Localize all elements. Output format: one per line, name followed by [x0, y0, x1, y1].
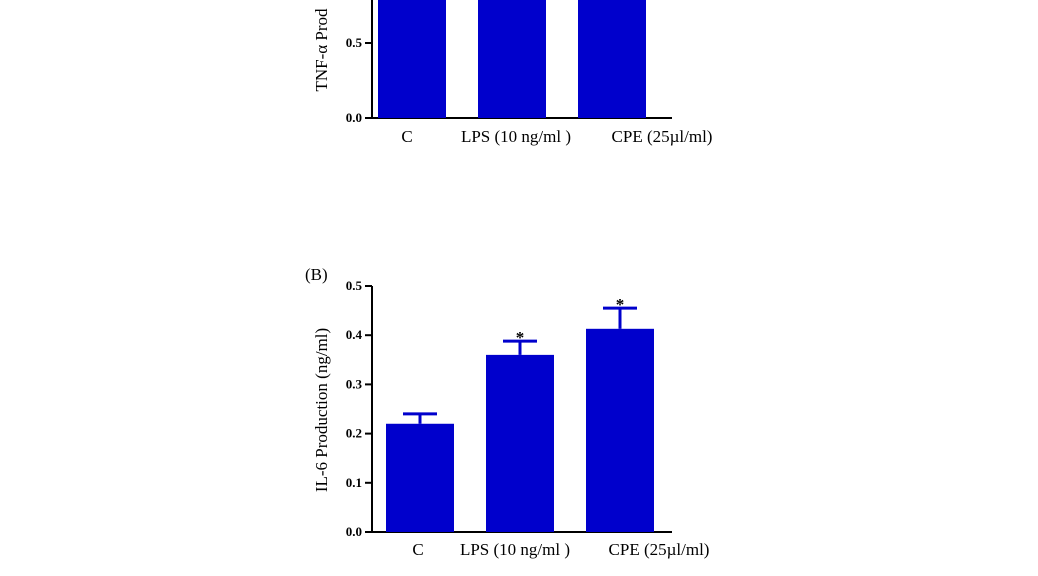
y-axis-label: TNF-α Prod [312, 8, 331, 92]
x-tick-label: CPE (25µl/ml) [609, 540, 710, 559]
bar [386, 423, 454, 532]
bar [586, 328, 654, 532]
bar [578, 0, 646, 118]
x-tick-label: C [401, 127, 412, 146]
y-axis-label: IL-6 Production (ng/ml) [312, 328, 331, 492]
significance-marker: * [516, 328, 525, 347]
y-tick-label: 0.0 [346, 110, 362, 125]
bars [378, 0, 646, 118]
tnf-alpha-chart: TNF-α Prod 0.0 0.5 C LPS (10 ng/ml ) CPE (2… [312, 0, 712, 146]
bar [486, 354, 554, 532]
x-tick-label: CPE (25µl/ml) [612, 127, 713, 146]
x-ticks: C LPS (10 ng/ml ) CPE (25µl/ml) [401, 127, 712, 146]
bars: ** [386, 295, 654, 532]
x-tick-label: LPS (10 ng/ml ) [460, 540, 570, 559]
bar [378, 0, 446, 118]
y-ticks: 0.0 0.5 [346, 35, 372, 125]
y-tick-label: 0.5 [346, 278, 363, 293]
y-tick-label: 0.0 [346, 524, 362, 539]
y-tick-label: 0.3 [346, 376, 363, 391]
y-tick-label: 0.1 [346, 475, 362, 490]
y-ticks: 0.0 0.1 0.2 0.3 0.4 0.5 [346, 278, 372, 539]
panel-label: (B) [305, 265, 328, 284]
y-tick-label: 0.5 [346, 35, 363, 50]
bar [478, 0, 546, 118]
y-tick-label: 0.4 [346, 327, 363, 342]
y-tick-label: 0.2 [346, 426, 362, 441]
x-tick-label: C [412, 540, 423, 559]
x-tick-label: LPS (10 ng/ml ) [461, 127, 571, 146]
il6-chart: (B) IL-6 Production (ng/ml) 0.0 0.1 0.2 0.3… [305, 265, 709, 559]
significance-marker: * [616, 295, 625, 314]
x-ticks: C LPS (10 ng/ml ) CPE (25µl/ml) [412, 540, 709, 559]
